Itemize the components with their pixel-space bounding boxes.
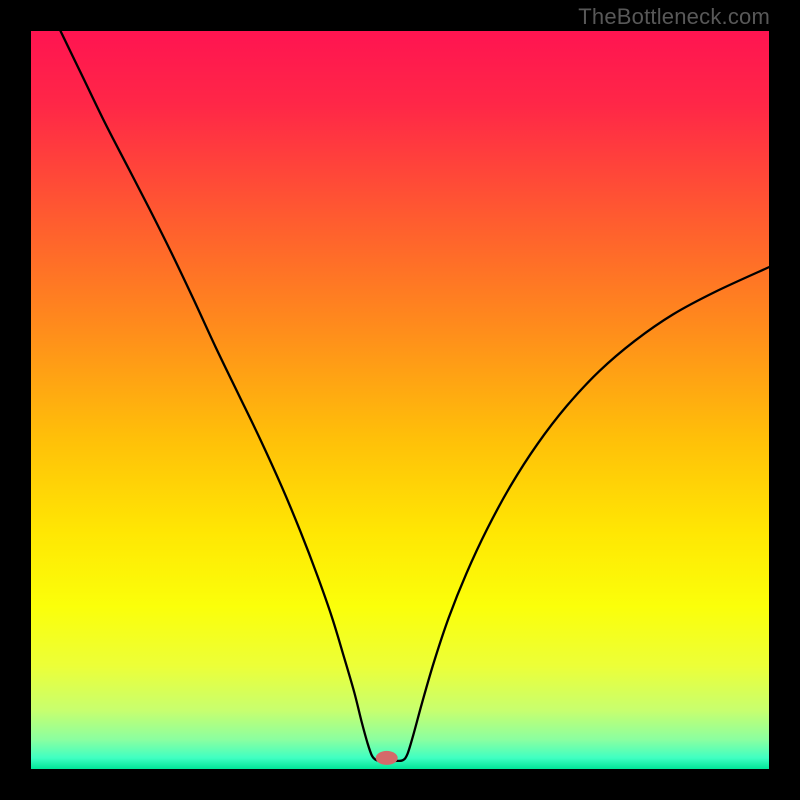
chart-frame <box>0 0 800 800</box>
optimum-marker <box>376 751 398 765</box>
plot-background <box>31 31 769 769</box>
watermark-text: TheBottleneck.com <box>578 4 770 30</box>
chart-svg <box>0 0 800 800</box>
